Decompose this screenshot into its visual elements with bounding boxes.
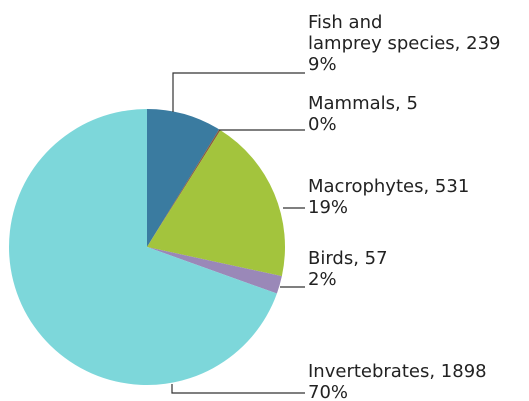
slice-percent: 0% bbox=[308, 114, 337, 135]
pie-slice bbox=[9, 109, 277, 385]
slice-percent: 9% bbox=[308, 54, 337, 75]
slice-label: lamprey species, 239 bbox=[308, 33, 500, 54]
slice-label: Invertebrates, 1898 bbox=[308, 361, 487, 382]
leader-line bbox=[172, 72, 305, 112]
slice-percent: 2% bbox=[308, 269, 337, 290]
slice-label: Birds, 57 bbox=[308, 248, 388, 269]
pie-slice bbox=[147, 109, 220, 247]
slice-percent: 70% bbox=[308, 382, 348, 401]
slice-label: Mammals, 5 bbox=[308, 93, 418, 114]
slice-percent: 19% bbox=[308, 197, 348, 218]
leader-line bbox=[171, 384, 305, 394]
slice-label: Fish and bbox=[308, 12, 382, 33]
pie-slice bbox=[147, 130, 286, 277]
pie-slice bbox=[147, 247, 282, 294]
pie-slice bbox=[147, 129, 221, 247]
slice-label: Macrophytes, 531 bbox=[308, 176, 469, 197]
